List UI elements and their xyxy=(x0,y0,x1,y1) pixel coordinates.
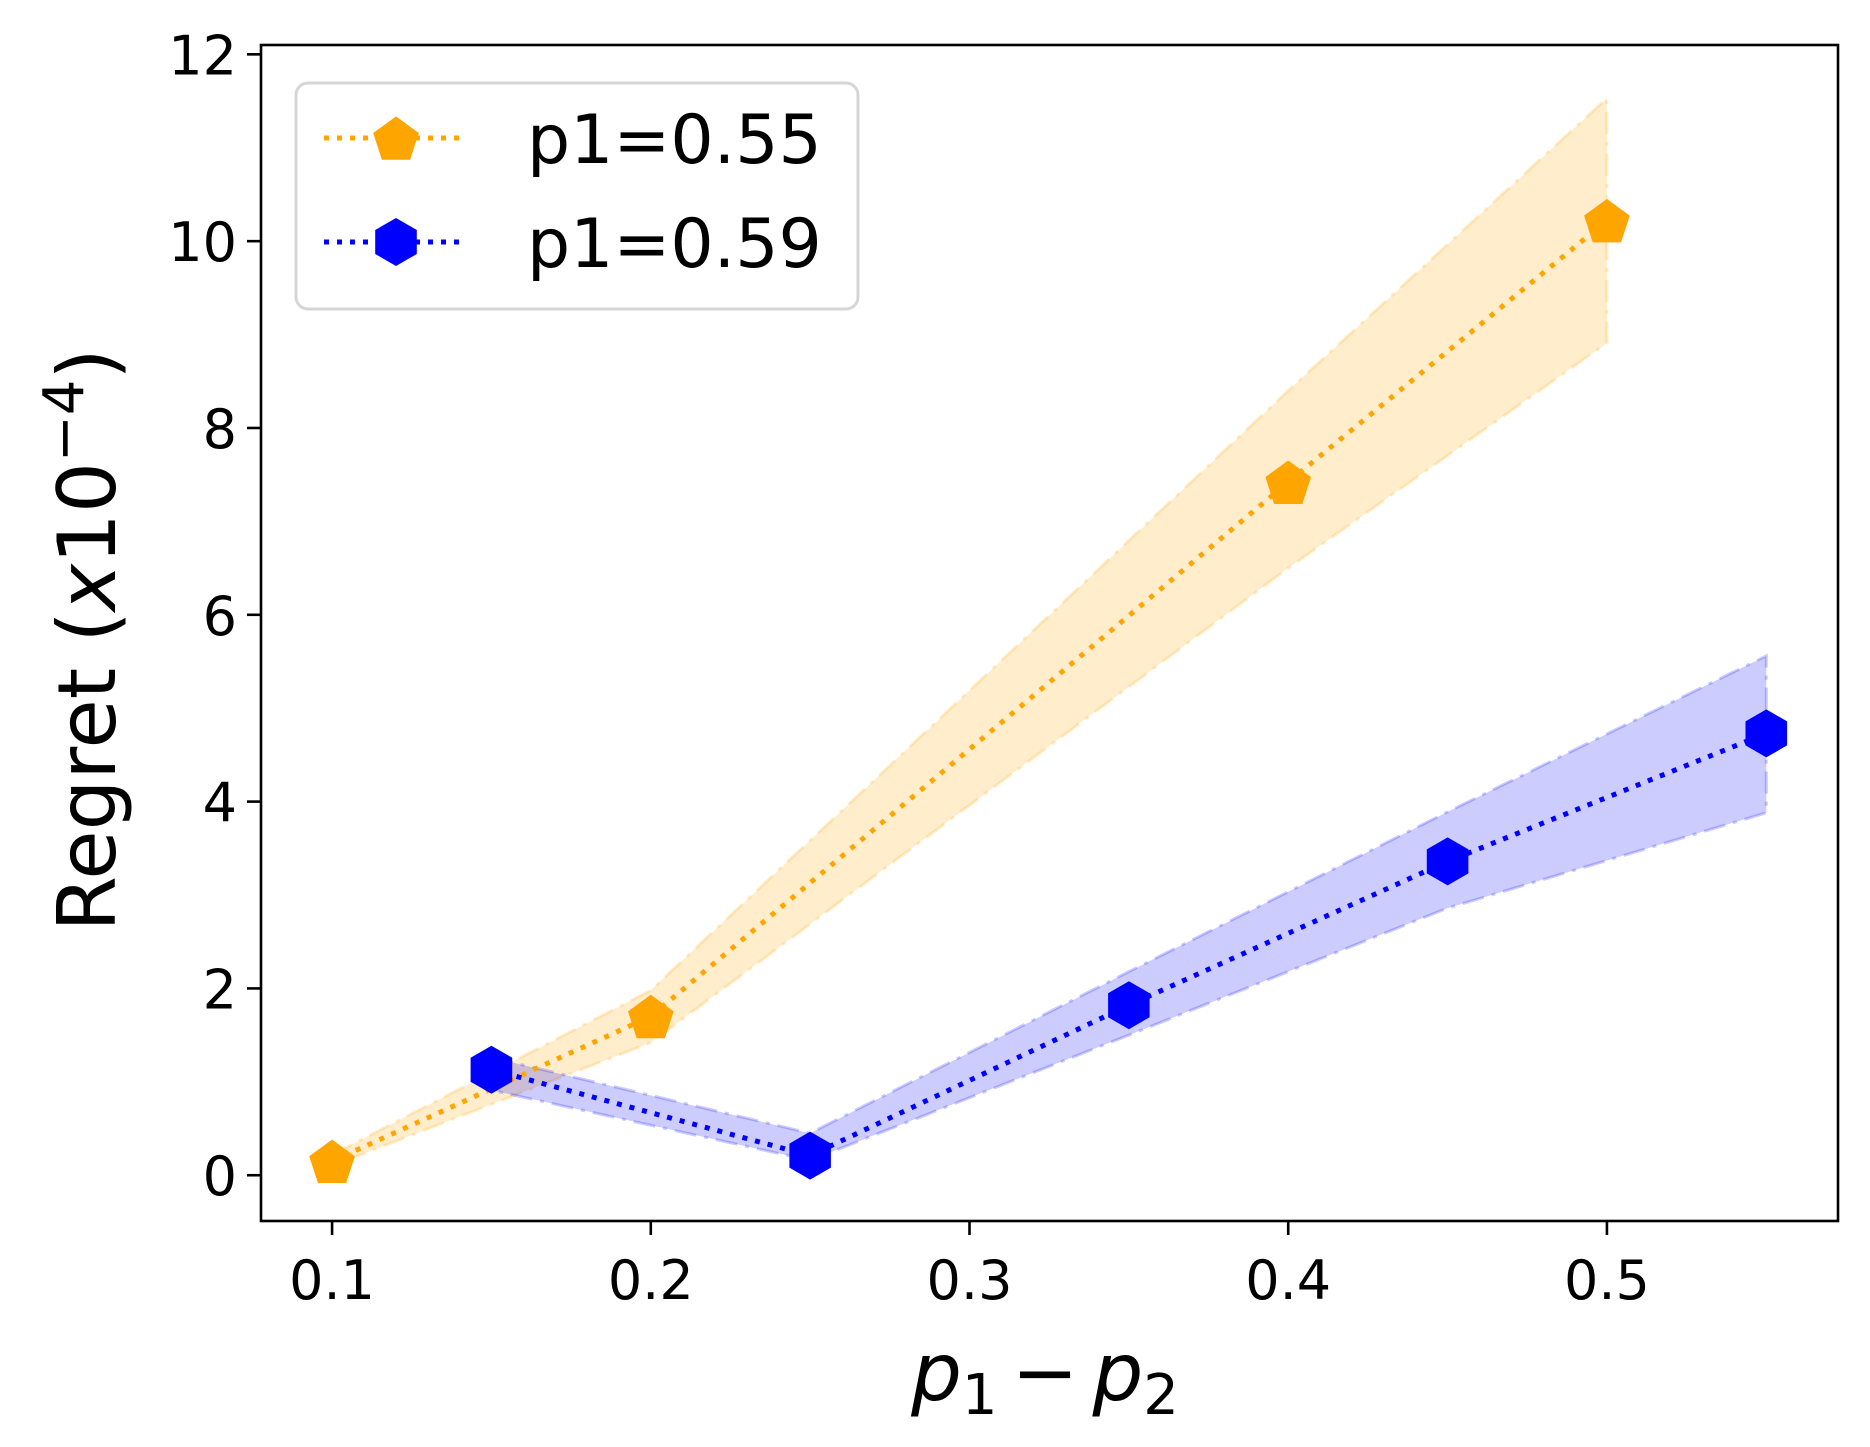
x-label-var1: p xyxy=(910,1326,962,1419)
series-2-point xyxy=(1426,837,1469,886)
series-2-line xyxy=(490,731,1768,1159)
legend-item: p1=0.59 xyxy=(324,205,822,284)
x-tick-label: 0.4 xyxy=(1245,1249,1331,1312)
legend-frame xyxy=(294,81,860,311)
plot-frame xyxy=(259,43,1840,1223)
series-2-point xyxy=(1108,981,1150,1030)
x-label-sub1: 1 xyxy=(962,1363,998,1428)
x-tick-label: 0.2 xyxy=(608,1249,694,1312)
legend: p1=0.55 p1=0.59 xyxy=(294,81,860,311)
series-1-band xyxy=(330,94,1609,1169)
series-1-point xyxy=(1265,460,1311,504)
y-label-prefix: Regret ( xyxy=(41,611,134,931)
series-1-point xyxy=(309,1139,355,1183)
x-axis-label: p1− p2 xyxy=(910,1326,1179,1428)
legend-item: p1=0.55 xyxy=(324,101,822,180)
series-1-point xyxy=(628,994,674,1039)
series-1-point xyxy=(1584,199,1630,243)
x-tick-label: 0.3 xyxy=(927,1249,1013,1312)
y-tick-label: 2 xyxy=(203,958,237,1021)
confidence-bands xyxy=(330,94,1768,1169)
y-tick-label: 10 xyxy=(168,211,237,274)
legend-marker-hexagon-icon xyxy=(375,218,417,266)
y-tick-label: 12 xyxy=(168,24,237,87)
y-axis-label: Regret (x10−4) xyxy=(32,348,134,931)
legend-label: p1=0.59 xyxy=(527,205,822,284)
legend-label: p1=0.55 xyxy=(527,101,822,180)
y-axis-ticks: 0 2 4 6 8 10 12 xyxy=(168,24,261,1208)
x-tick-label: 0.1 xyxy=(289,1249,375,1312)
x-label-var2: p xyxy=(1092,1326,1144,1419)
y-tick-label: 6 xyxy=(203,585,237,648)
series-markers xyxy=(309,199,1788,1183)
x-tick-label: 0.5 xyxy=(1564,1249,1650,1312)
series-2-band xyxy=(489,653,1768,1162)
legend-marker-pentagon-icon xyxy=(373,116,419,160)
x-label-sub2: 2 xyxy=(1143,1363,1179,1428)
x-axis-ticks: 0.1 0.2 0.3 0.4 0.5 xyxy=(289,1221,1650,1312)
y-label-x: x xyxy=(41,562,134,614)
y-label-exponent: −4 xyxy=(32,380,97,463)
y-label-base: 10 xyxy=(41,462,134,564)
series-2-point xyxy=(789,1131,831,1180)
series-lines xyxy=(331,218,1768,1164)
series-2-point xyxy=(1745,709,1788,758)
x-label-operator: − xyxy=(1011,1326,1078,1419)
y-tick-label: 8 xyxy=(203,398,237,461)
y-tick-label: 4 xyxy=(203,772,237,835)
series-2-point xyxy=(470,1045,513,1094)
y-tick-label: 0 xyxy=(203,1145,237,1208)
y-label-suffix: ) xyxy=(41,348,134,379)
